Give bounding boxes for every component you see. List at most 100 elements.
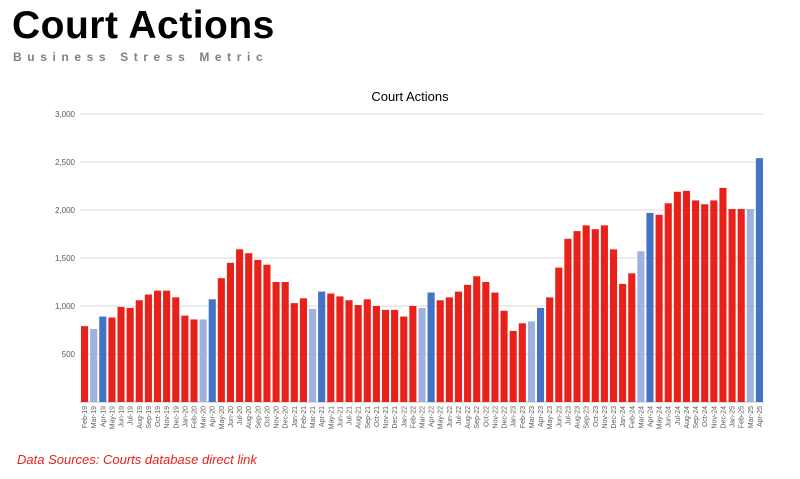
bar-feb-21 (299, 298, 307, 402)
x-tick-label: Feb-21 (301, 406, 308, 428)
bar-jun-24 (664, 203, 672, 402)
bar-aug-21 (354, 305, 362, 402)
y-tick-label: 2,500 (55, 158, 76, 167)
bar-sep-19 (144, 294, 152, 402)
bar-aug-19 (135, 300, 143, 402)
bar-nov-21 (381, 309, 390, 402)
x-tick-label: Nov-20 (274, 406, 281, 429)
x-tick-label: Apr-25 (757, 406, 764, 427)
bar-oct-22 (482, 282, 490, 402)
bar-apr-25 (755, 158, 763, 402)
x-tick-label: Sep-19 (146, 406, 153, 429)
x-tick-label: Jun-19 (119, 406, 126, 428)
x-tick-label: Aug-20 (246, 406, 253, 429)
x-tick-label: Mar-20 (201, 406, 208, 428)
x-tick-label: Oct-21 (374, 406, 381, 427)
bar-mar-21 (309, 308, 317, 402)
x-tick-label: Jun-24 (666, 406, 673, 428)
bar-jul-21 (345, 300, 353, 402)
y-axis: 500 1,000 1,500 2,000 2,500 3,000 (55, 110, 76, 359)
x-tick-label: Mar-24 (638, 406, 645, 428)
bar-jul-20 (236, 249, 244, 402)
x-tick-label: Jul-20 (237, 406, 244, 425)
bar-aug-23 (573, 231, 581, 402)
bar-mar-23 (527, 321, 535, 402)
x-tick-label: Jul-21 (347, 406, 354, 425)
bar-mar-20 (199, 319, 207, 402)
x-tick-label: Nov-22 (492, 406, 499, 429)
x-tick-label: Dec-19 (173, 406, 180, 429)
bar-jan-21 (290, 303, 298, 402)
bar-jan-22 (400, 316, 408, 402)
x-tick-label: Sep-20 (255, 406, 262, 429)
x-tick-label: Nov-24 (711, 406, 718, 429)
x-tick-label: Aug-24 (684, 406, 691, 429)
x-tick-label: Apr-19 (100, 406, 107, 427)
bar-may-20 (217, 278, 225, 402)
bar-feb-20 (190, 319, 198, 402)
bar-may-19 (108, 317, 116, 402)
bar-jun-19 (117, 306, 125, 402)
bar-jul-22 (454, 291, 463, 402)
x-tick-label: May-21 (328, 406, 335, 429)
bar-jul-19 (126, 307, 134, 402)
x-tick-label: May-24 (657, 406, 664, 429)
bar-nov-22 (491, 292, 499, 402)
bar-sep-21 (363, 299, 371, 402)
x-tick-label: Mar-19 (91, 406, 98, 428)
x-tick-label: Dec-21 (392, 406, 399, 429)
bar-jun-22 (445, 297, 453, 402)
bar-mar-24 (637, 251, 645, 402)
bar-feb-19 (81, 326, 89, 402)
bar-mar-22 (418, 307, 426, 402)
x-tick-label: Apr-22 (429, 406, 436, 427)
data-source-note[interactable]: Data Sources: Courts database direct lin… (17, 452, 257, 467)
x-tick-label: Aug-23 (575, 406, 582, 429)
x-tick-label: May-20 (219, 406, 226, 429)
x-tick-label: Aug-21 (356, 406, 363, 429)
x-tick-label: Apr-21 (319, 406, 326, 427)
bar-dec-21 (391, 309, 399, 402)
x-tick-label: Jan-21 (292, 406, 299, 428)
bar-aug-20 (245, 253, 253, 402)
x-tick-label: Mar-25 (748, 406, 755, 428)
x-tick-label: Dec-24 (720, 406, 727, 429)
bar-jun-21 (336, 296, 344, 402)
bar-apr-23 (537, 307, 545, 402)
bar-oct-23 (591, 229, 599, 402)
bar-apr-19 (99, 316, 107, 402)
x-tick-label: Oct-20 (264, 406, 271, 427)
bar-may-23 (546, 297, 554, 402)
x-tick-label: Dec-20 (283, 406, 290, 429)
bar-nov-20 (272, 282, 280, 402)
x-tick-label: Feb-24 (629, 406, 636, 428)
bar-feb-23 (518, 323, 526, 402)
bar-apr-22 (427, 292, 435, 402)
x-tick-label: Jul-19 (128, 406, 135, 425)
x-tick-label: Nov-23 (602, 406, 609, 429)
x-tick-label: Feb-23 (520, 406, 527, 428)
x-tick-label: Oct-22 (483, 406, 490, 427)
bars (81, 158, 763, 402)
bar-mar-25 (746, 209, 754, 402)
x-tick-label: Dec-22 (502, 406, 509, 429)
x-tick-label: Dec-23 (611, 406, 618, 429)
x-tick-label: May-22 (438, 406, 445, 429)
y-tick-label: 1,000 (55, 302, 76, 311)
x-tick-label: Jul-22 (456, 406, 463, 425)
x-tick-label: Oct-24 (702, 406, 709, 427)
x-tick-label: Jan-20 (182, 406, 189, 428)
page-title: Court Actions (12, 4, 275, 47)
bar-aug-22 (464, 284, 472, 402)
bar-sep-24 (692, 200, 700, 402)
bar-oct-21 (372, 306, 380, 402)
bar-nov-24 (710, 200, 718, 402)
bar-jan-25 (728, 209, 736, 402)
bar-dec-22 (500, 310, 508, 402)
x-tick-label: Nov-19 (164, 406, 171, 429)
x-tick-label: Jan-24 (620, 406, 627, 428)
x-tick-label: Mar-22 (420, 406, 427, 428)
bar-nov-19 (163, 290, 171, 402)
page-subtitle: Business Stress Metric (13, 50, 269, 64)
